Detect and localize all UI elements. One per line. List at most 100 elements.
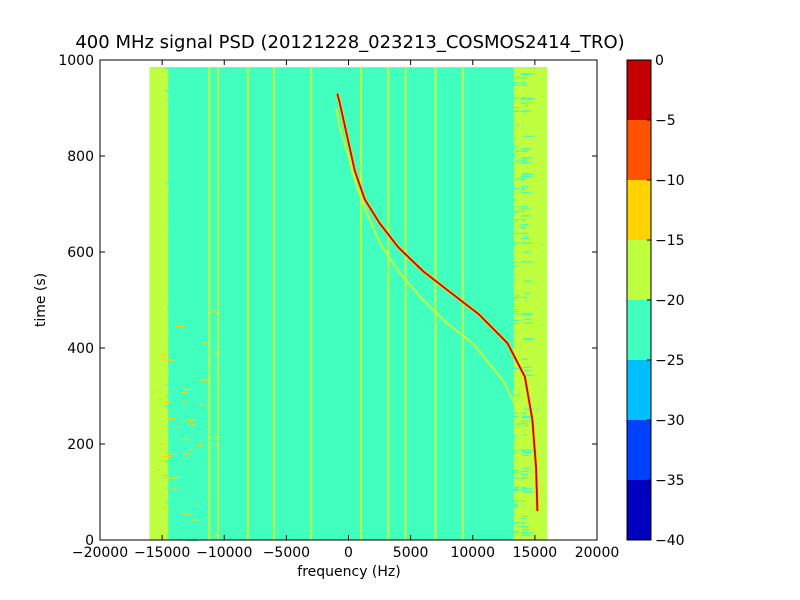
- noise-streak: [172, 219, 179, 222]
- noise-streak: [185, 121, 193, 124]
- noise-streak: [177, 345, 196, 347]
- noise-streak: [510, 452, 516, 454]
- noise-streak: [180, 222, 198, 224]
- noise-speck: [183, 388, 193, 390]
- noise-streak: [512, 107, 519, 109]
- right-edge-band: [513, 67, 548, 540]
- noise-streak: [202, 69, 220, 71]
- noise-streak: [179, 486, 184, 488]
- noise-streak: [197, 429, 207, 432]
- noise-streak: [199, 532, 211, 534]
- noise-streak: [518, 157, 533, 159]
- noise-streak: [178, 197, 182, 199]
- noise-speck: [162, 456, 172, 458]
- noise-streak: [515, 394, 522, 397]
- noise-speck: [180, 438, 186, 441]
- noise-streak: [519, 238, 530, 240]
- x-tick-label: 0: [344, 545, 353, 561]
- noise-streak: [164, 90, 174, 93]
- x-tick-label: −15000: [134, 545, 190, 561]
- noise-streak: [184, 305, 198, 307]
- noise-streak: [201, 391, 224, 393]
- noise-streak: [201, 185, 220, 187]
- noise-streak: [176, 351, 191, 354]
- noise-streak: [182, 438, 199, 440]
- noise-streak: [204, 330, 221, 332]
- noise-streak: [177, 431, 197, 433]
- noise-streak: [189, 113, 203, 116]
- noise-streak: [194, 428, 201, 431]
- noise-streak: [186, 458, 198, 460]
- noise-streak: [524, 318, 531, 320]
- noise-streak: [186, 227, 191, 229]
- noise-streak: [511, 261, 517, 263]
- noise-streak: [180, 469, 189, 471]
- noise-streak: [522, 242, 533, 245]
- noise-streak: [175, 422, 197, 424]
- noise-streak: [181, 241, 190, 244]
- noise-streak: [518, 470, 528, 472]
- noise-streak: [193, 201, 202, 203]
- noise-speck: [182, 513, 190, 515]
- noise-streak: [165, 383, 170, 385]
- noise-streak: [193, 186, 207, 188]
- x-tick-label: 20000: [575, 545, 620, 561]
- noise-streak: [169, 195, 181, 197]
- noise-streak: [520, 488, 534, 490]
- noise-streak: [176, 74, 181, 77]
- noise-streak: [512, 145, 518, 147]
- y-tick-label: 0: [85, 533, 94, 549]
- noise-streak: [189, 308, 195, 310]
- noise-streak: [168, 327, 173, 329]
- noise-streak: [200, 459, 215, 461]
- noise-streak: [171, 421, 184, 424]
- noise-streak: [173, 374, 183, 376]
- noise-streak: [510, 522, 526, 524]
- noise-streak: [524, 338, 534, 340]
- noise-streak: [515, 295, 521, 297]
- noise-streak: [200, 532, 203, 535]
- noise-streak: [510, 356, 516, 358]
- y-tick-label: 1000: [58, 53, 94, 69]
- colorbar: −40 −35 −30 −25 −20 −15 −10 −5 0: [626, 53, 685, 549]
- noise-streak: [521, 111, 526, 113]
- noise-streak: [511, 503, 517, 506]
- noise-streak: [181, 344, 200, 346]
- noise-streak: [177, 274, 197, 276]
- y-tick-label: 200: [67, 437, 94, 453]
- noise-speck: [168, 453, 174, 455]
- noise-streak: [511, 367, 519, 369]
- noise-streak: [522, 529, 529, 531]
- noise-streak: [196, 167, 217, 169]
- noise-streak: [179, 88, 191, 90]
- noise-streak: [193, 277, 205, 279]
- noise-streak: [168, 298, 183, 300]
- noise-streak: [175, 393, 189, 396]
- noise-streak: [205, 183, 218, 185]
- noise-streak: [186, 496, 190, 498]
- noise-streak: [205, 270, 209, 272]
- noise-streak: [523, 374, 535, 376]
- noise-speck: [161, 474, 170, 477]
- noise-streak: [510, 504, 520, 507]
- y-tick-label: 600: [67, 245, 94, 261]
- noise-streak: [510, 416, 524, 418]
- noise-streak: [196, 218, 218, 220]
- noise-streak: [184, 482, 206, 485]
- noise-streak: [188, 249, 193, 251]
- noise-speck: [162, 507, 167, 510]
- noise-streak: [168, 80, 188, 82]
- noise-streak: [515, 150, 528, 152]
- noise-speck: [210, 311, 217, 313]
- noise-streak: [521, 358, 528, 360]
- noise-streak: [181, 473, 203, 475]
- noise-streak: [179, 190, 201, 192]
- noise-speck: [192, 519, 198, 521]
- noise-speck: [168, 477, 177, 479]
- noise-streak: [176, 191, 199, 193]
- noise-streak: [513, 506, 518, 508]
- noise-streak: [187, 497, 196, 499]
- noise-streak: [184, 131, 189, 133]
- noise-streak: [521, 175, 533, 178]
- x-tick-label: −20000: [72, 545, 128, 561]
